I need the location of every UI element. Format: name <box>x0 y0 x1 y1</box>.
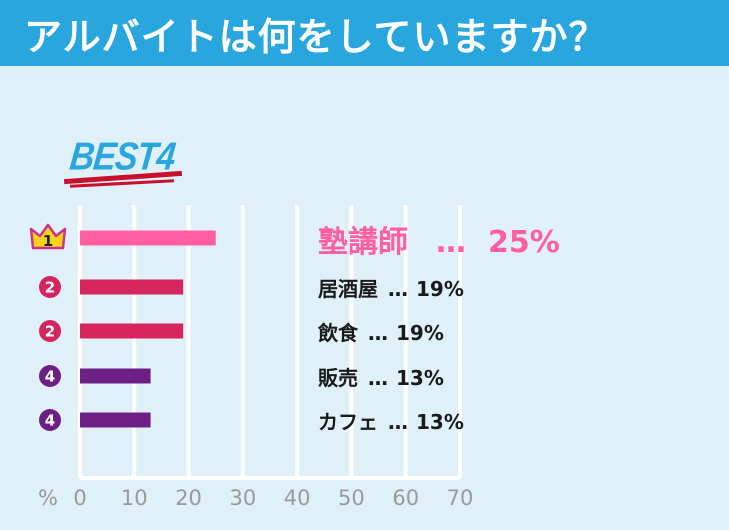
row-label: カフェ … 13% <box>318 406 464 435</box>
rank-number: 1 <box>43 232 53 250</box>
x-tick-label: 30 <box>229 486 257 510</box>
value-label: 13% <box>396 366 444 390</box>
x-tick-label: 40 <box>283 486 311 510</box>
x-tick-label: 0 <box>73 486 87 510</box>
rank-number: 4 <box>45 368 55 386</box>
category-label: 居酒屋 <box>318 277 378 301</box>
x-tick-label: 50 <box>338 486 365 510</box>
x-tick-label: 70 <box>446 486 474 510</box>
rank-badge <box>39 365 61 387</box>
value-label: 19% <box>396 321 444 345</box>
x-tick-label: 60 <box>392 486 420 510</box>
category-label: 塾講師 <box>318 225 408 260</box>
bar <box>80 368 151 384</box>
value-label: 19% <box>416 277 464 301</box>
x-tick-label: 10 <box>120 486 148 510</box>
rank-number: 2 <box>45 323 55 341</box>
rank-badge <box>39 276 61 298</box>
row-label: 居酒屋 … 19% <box>318 273 464 302</box>
rank-number: 4 <box>45 412 55 430</box>
category-label: 販売 <box>318 366 358 390</box>
value-label: 13% <box>416 410 464 434</box>
bar <box>80 279 184 295</box>
crown-icon <box>29 223 67 250</box>
bar <box>80 323 184 339</box>
category-label: カフェ <box>318 410 378 434</box>
separator-dots: … <box>436 225 466 260</box>
rank-badge <box>39 320 61 342</box>
axis-unit-label: % <box>38 486 58 510</box>
separator-dots: … <box>368 366 388 390</box>
row-label: 塾講師 … 25% <box>318 217 560 261</box>
header-banner: アルバイトは何をしていますか？ <box>0 0 729 66</box>
x-tick-label: 20 <box>175 486 202 510</box>
separator-dots: … <box>388 277 408 301</box>
separator-dots: … <box>368 321 388 345</box>
bar <box>80 412 151 428</box>
separator-dots: … <box>388 410 408 434</box>
row-label: 販売 … 13% <box>318 362 444 391</box>
page-title: アルバイトは何をしていますか？ <box>24 15 608 59</box>
category-label: 飲食 <box>318 321 358 345</box>
row-label: 飲食 … 19% <box>318 317 444 346</box>
bar <box>80 230 216 246</box>
rank-number: 2 <box>45 279 55 297</box>
value-label: 25% <box>488 225 560 260</box>
rank-badge <box>39 409 61 431</box>
